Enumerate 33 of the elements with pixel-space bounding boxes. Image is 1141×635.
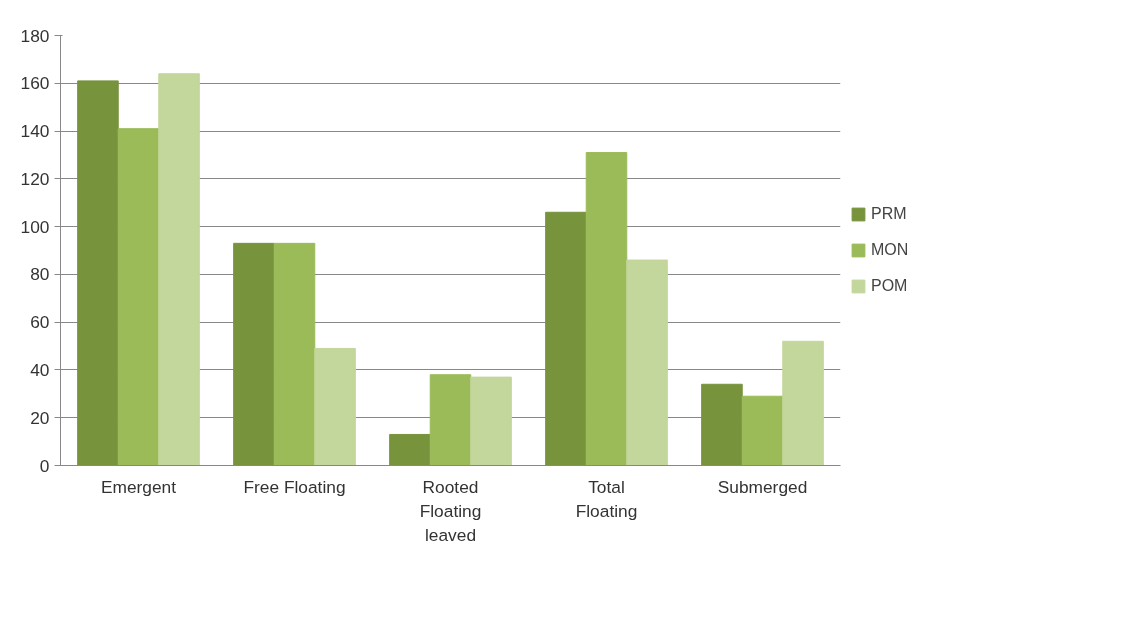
y-tick-label: 100 [20,216,50,237]
legend-label: MON [871,241,909,259]
bar [158,73,200,466]
x-tick-label: Submerged [717,476,808,497]
bar [233,242,275,466]
bar [741,395,784,466]
x-tick-label: Free Floating [243,476,346,497]
legend-label: POM [871,277,908,295]
bar [389,433,431,466]
x-tick-label: Total Floating [575,476,638,521]
y-tick-label: 160 [20,73,50,94]
bar [782,340,824,466]
x-tick-label: Rooted Floating leaved [419,476,482,545]
y-tick-label: 40 [30,359,50,380]
bar [585,152,628,466]
bar [314,347,356,466]
legend-label: PRM [871,205,907,223]
bar [273,242,316,466]
y-tick-label: 180 [20,25,50,46]
y-tick-label: 0 [39,455,50,476]
y-tick-label: 20 [30,407,50,428]
bar [77,80,119,466]
y-tick-label: 80 [30,264,50,285]
bar [470,376,512,466]
bar [626,259,668,466]
bar [545,211,587,466]
y-tick-label: 120 [20,168,50,189]
y-tick-label: 60 [30,312,50,333]
bar [429,374,472,466]
y-tick-label: 140 [20,121,50,142]
bar [117,128,160,466]
bar [701,383,743,466]
x-tick-label: Emergent [100,476,177,497]
